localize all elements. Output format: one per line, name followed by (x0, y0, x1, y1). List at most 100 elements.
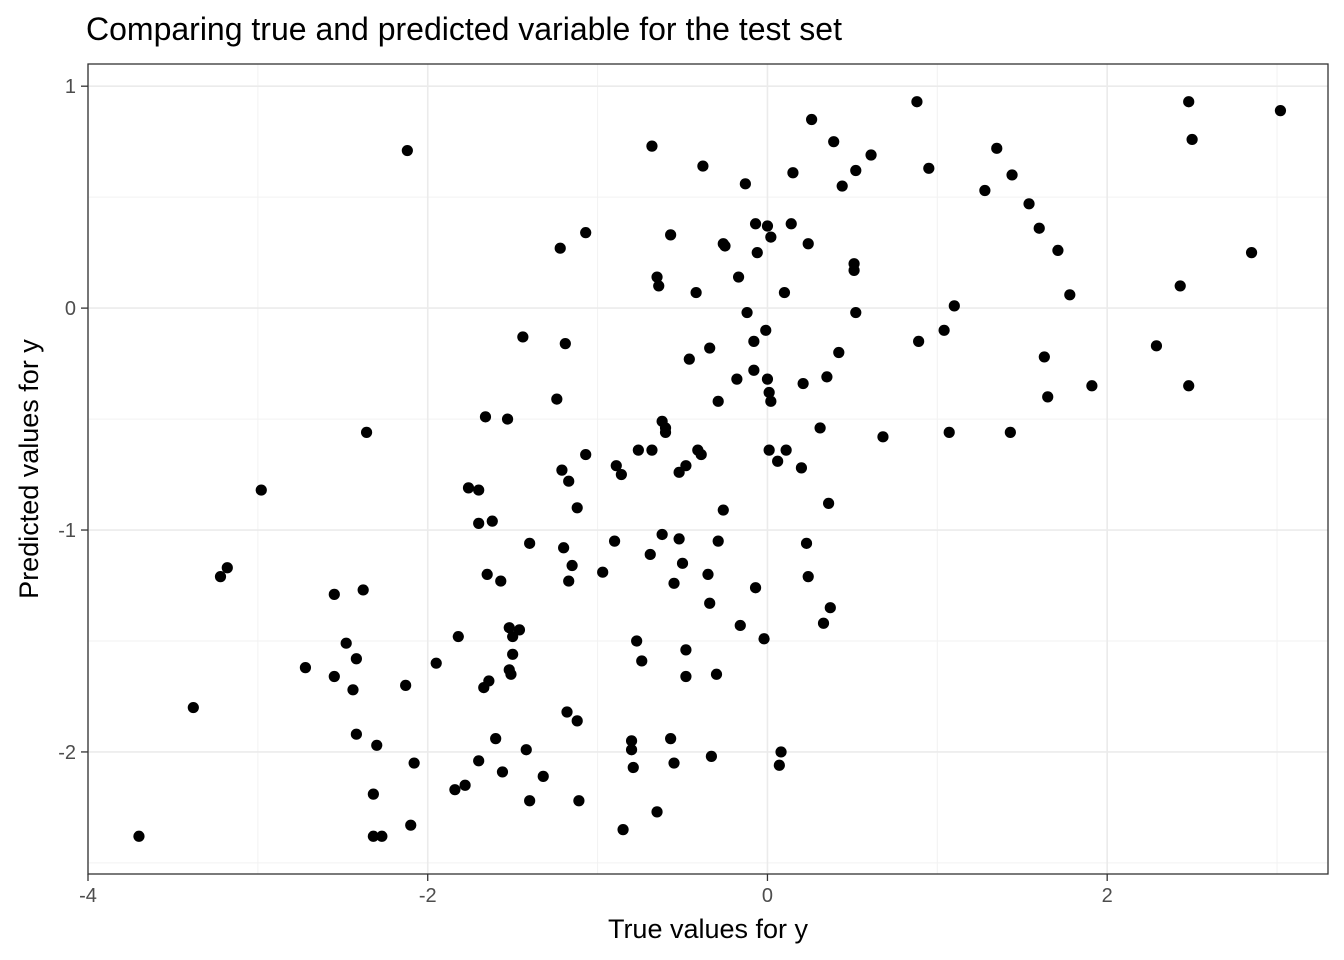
data-point (486, 515, 498, 527)
data-point (865, 149, 877, 161)
data-point (513, 624, 526, 636)
data-point (505, 668, 517, 680)
data-point (1274, 105, 1287, 117)
data-point (749, 218, 762, 230)
data-point (668, 757, 680, 769)
data-point (656, 528, 668, 541)
data-point (561, 706, 573, 718)
data-point (1023, 198, 1035, 210)
data-point (705, 750, 717, 762)
data-point (408, 757, 420, 769)
data-point (524, 795, 536, 807)
data-point (659, 426, 672, 438)
y-axis: -2 -1 0 1 (58, 76, 88, 764)
data-point (610, 460, 622, 472)
data-point (695, 448, 707, 461)
data-point (537, 770, 549, 782)
data-point (501, 413, 514, 425)
y-tick-label: -2 (58, 742, 76, 764)
data-point (507, 648, 519, 660)
data-point (367, 788, 379, 800)
data-point (405, 819, 417, 831)
data-point (760, 324, 772, 336)
data-point (299, 662, 312, 674)
data-point (580, 448, 592, 461)
data-point (821, 371, 833, 383)
data-point (1150, 340, 1163, 352)
data-point (741, 306, 753, 319)
data-point (673, 533, 685, 545)
data-point (823, 497, 835, 509)
data-point (646, 444, 658, 456)
data-point (479, 411, 492, 423)
data-point (717, 504, 729, 516)
data-point (558, 542, 570, 554)
data-point (350, 728, 362, 740)
data-point (911, 96, 923, 108)
data-point (627, 761, 639, 774)
data-point (646, 140, 658, 152)
x-tick-label: 2 (1102, 885, 1113, 907)
data-point (651, 271, 663, 283)
data-point (328, 588, 340, 600)
data-point (787, 167, 799, 179)
data-point (133, 830, 145, 842)
data-point (376, 830, 388, 842)
data-point (683, 353, 695, 365)
data-point (473, 484, 485, 496)
data-point (1183, 96, 1195, 108)
data-point (765, 231, 777, 243)
data-point (802, 571, 814, 583)
data-point (1186, 133, 1198, 146)
data-point (400, 679, 412, 691)
data-point (495, 575, 507, 587)
data-point (719, 240, 731, 252)
data-point (690, 286, 702, 299)
data-point (360, 426, 373, 438)
data-point (520, 744, 532, 756)
data-point (795, 462, 808, 474)
data-point (632, 444, 644, 456)
data-point (452, 630, 464, 643)
y-axis-title: Predicted values for y (14, 339, 44, 599)
data-point (636, 655, 648, 667)
data-point (702, 568, 714, 581)
data-point (680, 644, 692, 656)
data-point (680, 670, 692, 683)
data-point (554, 242, 566, 254)
data-point (563, 475, 575, 487)
data-point (473, 755, 485, 767)
data-point (1033, 222, 1045, 234)
y-tick-label: -1 (58, 520, 76, 542)
data-point (850, 306, 862, 319)
data-point (559, 338, 571, 350)
data-point (763, 386, 775, 399)
x-tick-label: -4 (79, 885, 97, 907)
data-point (571, 502, 583, 514)
data-point (625, 744, 638, 756)
x-axis: -4 -2 0 2 (79, 874, 1113, 907)
data-point (1052, 244, 1064, 257)
data-point (761, 220, 774, 232)
data-point (833, 346, 845, 359)
data-point (877, 431, 889, 443)
data-point (836, 180, 848, 192)
data-point (625, 735, 638, 747)
plot-panel-border (87, 63, 1329, 875)
data-point (780, 444, 792, 456)
data-point (1038, 351, 1050, 363)
data-point (824, 602, 836, 614)
data-point (401, 144, 413, 157)
data-point (350, 653, 362, 665)
data-point (503, 622, 515, 634)
data-point (597, 566, 609, 578)
y-tick-label: 1 (65, 76, 76, 98)
chart-title: Comparing true and predicted variable fo… (86, 11, 842, 47)
data-point (775, 746, 787, 758)
data-point (340, 637, 352, 649)
x-tick-label: 0 (762, 885, 773, 907)
data-point (481, 568, 493, 581)
data-point (631, 635, 643, 647)
data-point (712, 395, 724, 407)
